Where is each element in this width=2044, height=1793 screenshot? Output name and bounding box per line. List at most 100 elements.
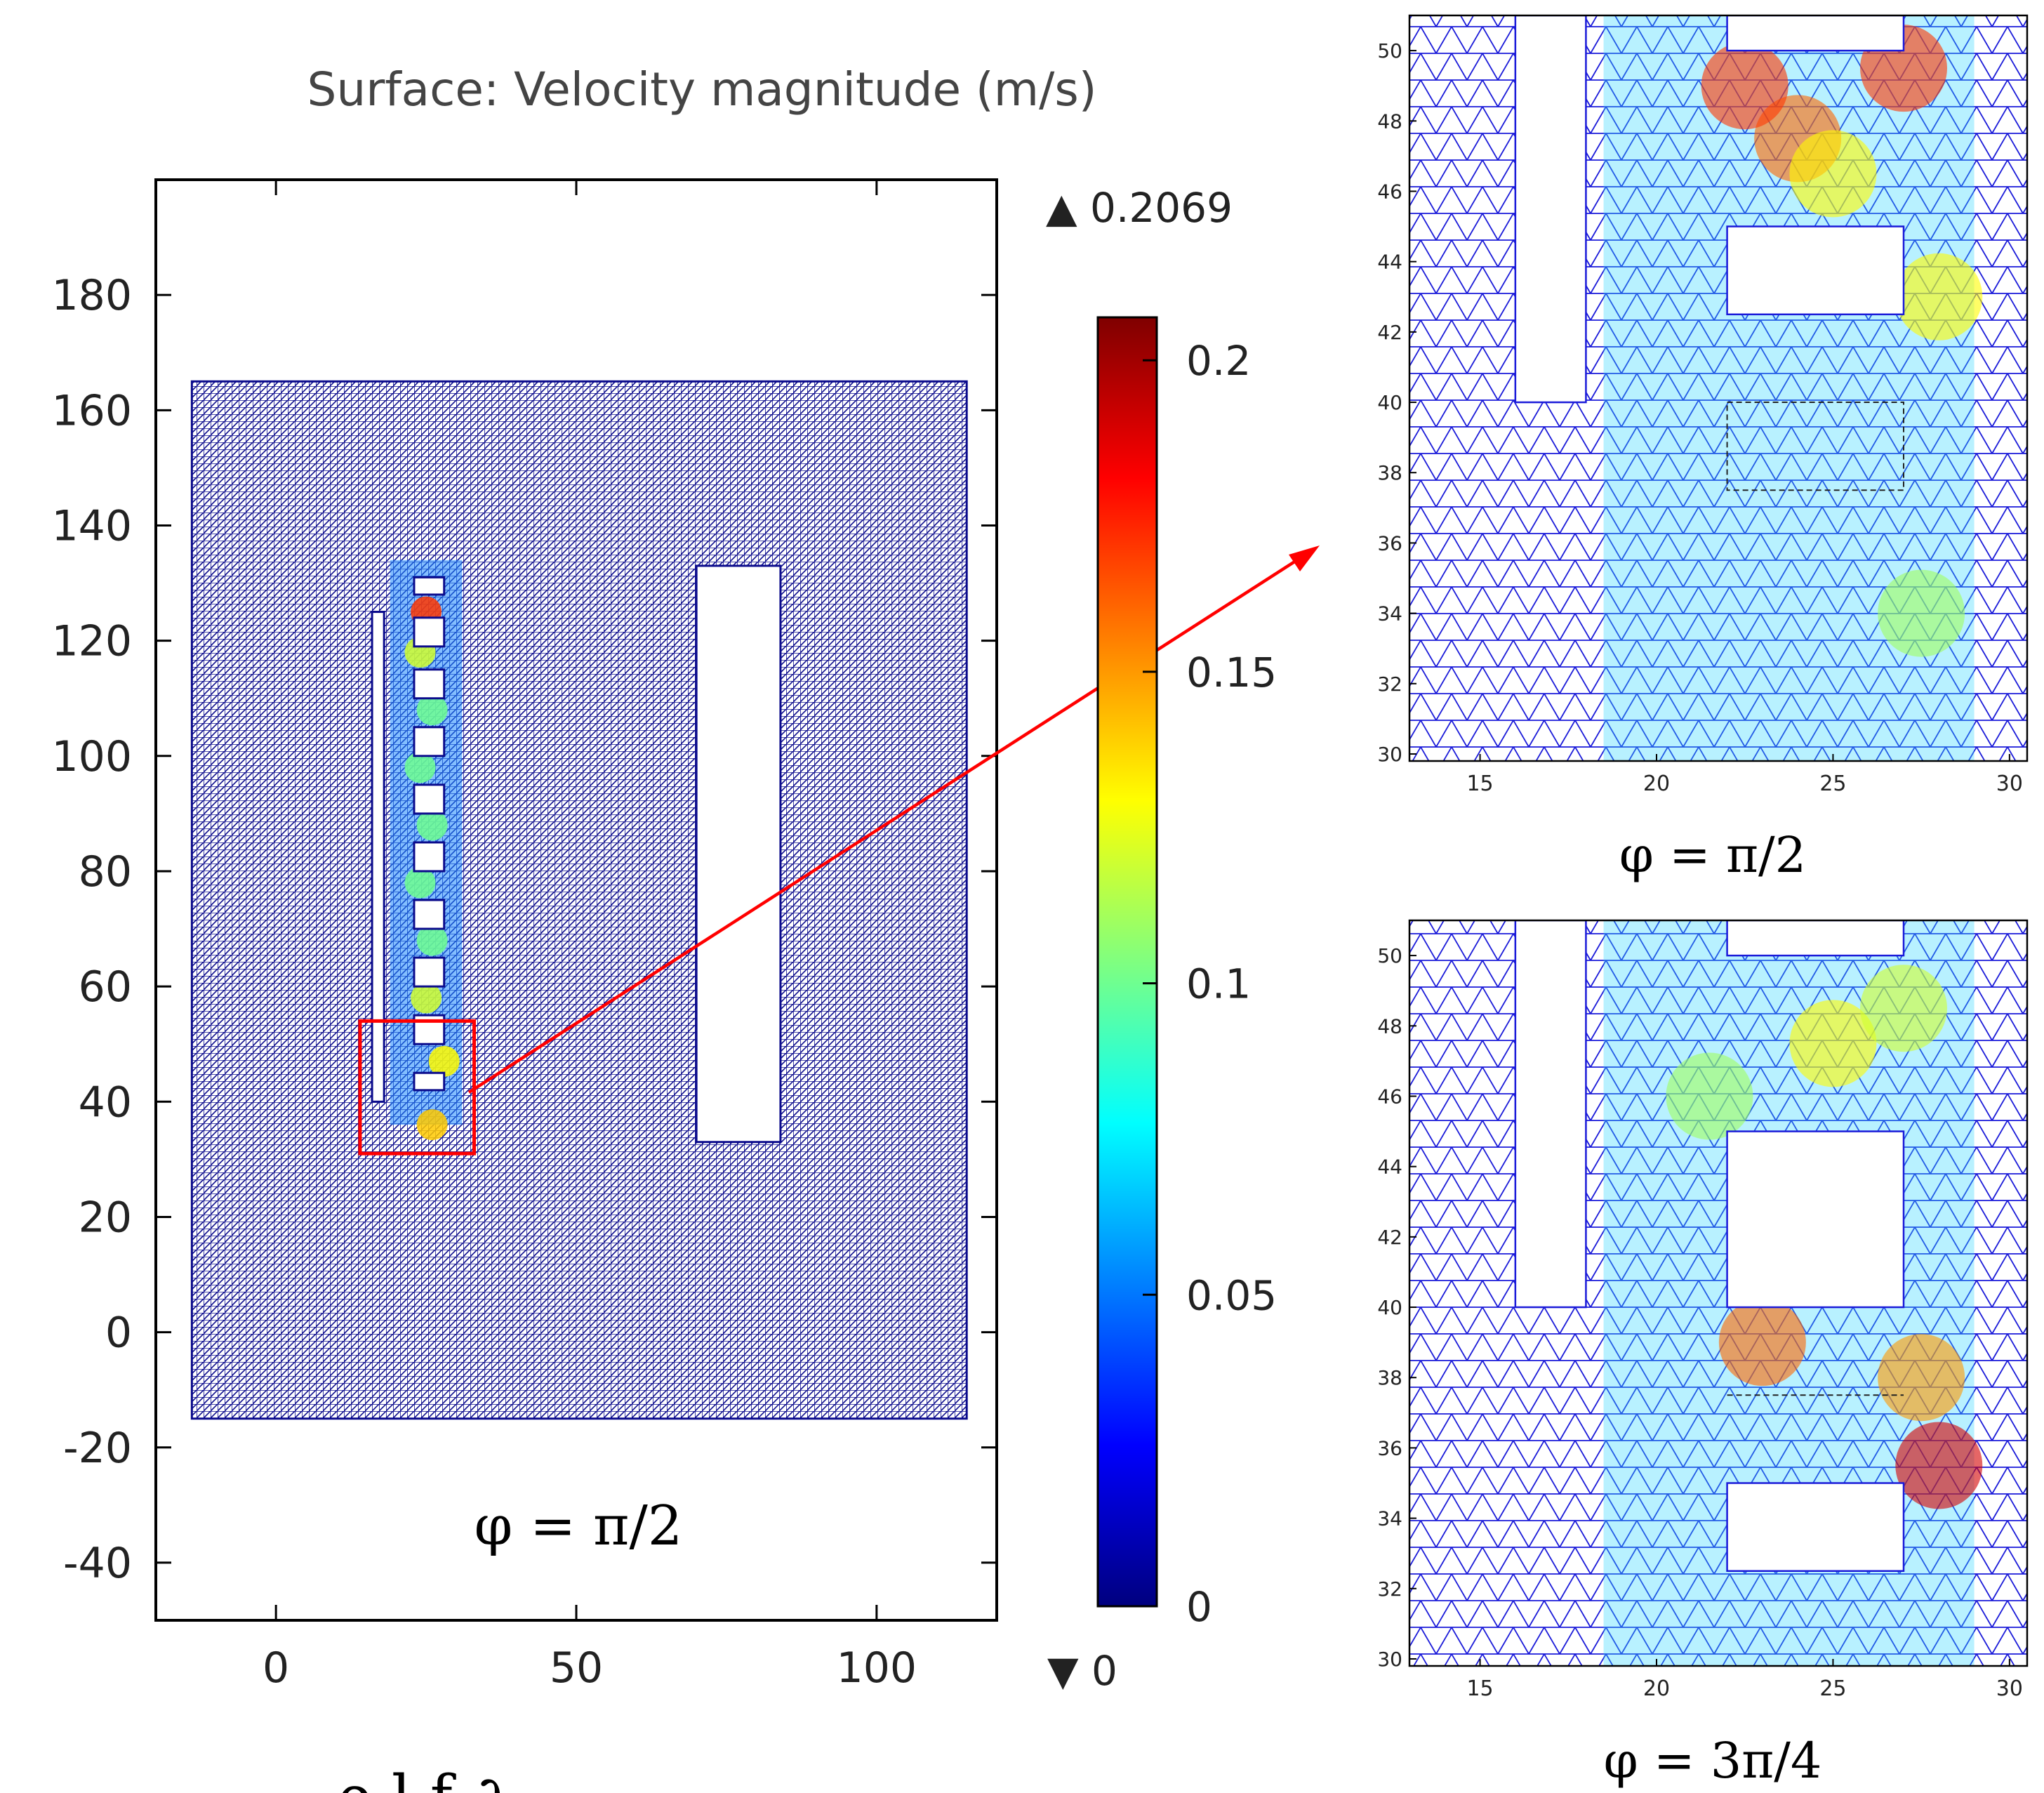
square-obstacle — [1726, 1482, 1905, 1572]
square-obstacle — [1726, 920, 1905, 957]
zoom-top-area — [1409, 15, 2027, 761]
square-obstacle — [1726, 15, 1905, 52]
zoom-top-plot: 15 20 25 30 30 32 34 36 38 40 42 44 46 48 50 φ = π/2 — [1377, 14, 2029, 884]
colorbar-max-label: ▲ 0.2069 — [1046, 184, 1233, 232]
y-tick-label: -20 — [63, 1424, 132, 1473]
velocity-hot-spot — [416, 809, 448, 841]
y-tick-label: 30 — [1377, 743, 1402, 766]
x-tick-label: 25 — [1819, 772, 1846, 796]
velocity-hot-spot — [1666, 1052, 1753, 1140]
y-tick-label: -40 — [63, 1539, 132, 1588]
y-tick-label: 32 — [1377, 673, 1402, 696]
velocity-hot-spot — [404, 752, 436, 783]
y-tick-label: 34 — [1377, 602, 1402, 626]
y-tick-label: 60 — [79, 962, 132, 1012]
y-tick-label: 20 — [79, 1193, 132, 1242]
zoom-top-frame — [1408, 14, 2029, 762]
velocity-hot-spot — [1701, 42, 1788, 130]
x-tick-label: 15 — [1466, 772, 1493, 796]
zoom-top-ticks: 15 20 25 30 30 32 34 36 38 40 42 44 46 48 50 — [1377, 39, 2023, 796]
velocity-hot-spot — [416, 694, 448, 726]
zoom-arrow — [467, 553, 1307, 1094]
y-tick-label: 36 — [1377, 1436, 1402, 1460]
zoom-bottom-area — [1409, 920, 2027, 1666]
y-tick-label: 34 — [1377, 1507, 1402, 1530]
y-tick-label: 80 — [79, 847, 132, 897]
x-tick-label: 30 — [1996, 772, 2023, 796]
domain-hole — [371, 611, 385, 1103]
main-plot: Surface: Velocity magnitude (m/s) 0 50 100… — [51, 62, 1096, 1693]
main-phase-label: φ = π/2 — [474, 1495, 683, 1558]
square-obstacle — [413, 668, 446, 700]
y-tick-label: 40 — [1377, 1296, 1402, 1319]
domain-hole — [695, 564, 782, 1144]
square-obstacle — [1726, 1130, 1905, 1309]
velocity-hot-spot — [1718, 1299, 1806, 1387]
y-tick-label: 42 — [1377, 321, 1402, 344]
velocity-hot-spot — [404, 867, 436, 899]
y-tick-label: 38 — [1377, 461, 1402, 484]
square-obstacle — [413, 956, 446, 988]
square-obstacle — [413, 841, 446, 873]
slot-obstacle — [1514, 920, 1587, 1309]
y-tick-label: 32 — [1377, 1577, 1402, 1601]
velocity-hot-spot — [411, 982, 442, 1014]
velocity-hot-spot — [1878, 1334, 1965, 1422]
x-tick-label: 30 — [1996, 1676, 2023, 1701]
y-tick-label: 100 — [51, 732, 132, 781]
square-obstacle — [413, 576, 446, 596]
y-tick-label: 140 — [51, 501, 132, 550]
y-tick-label: 0 — [105, 1309, 132, 1358]
x-tick-label: 50 — [550, 1643, 603, 1693]
y-tick-label: 30 — [1377, 1648, 1402, 1671]
y-tick-label: 48 — [1377, 1014, 1402, 1038]
square-obstacle — [413, 899, 446, 930]
colorbar-tick-label: 0 — [1186, 1583, 1212, 1631]
velocity-hot-spot — [1789, 130, 1877, 218]
slot-obstacle — [1514, 15, 1587, 404]
x-tick-label: 0 — [263, 1643, 289, 1693]
colorbar: ▲ 0.2069 0 0.05 0.1 0.15 0.2 ▼ 0 — [1046, 184, 1277, 1695]
colorbar-tick-label: 0.2 — [1186, 337, 1251, 385]
zoom-bottom-frame — [1408, 919, 2029, 1667]
zoom-bottom-label: φ = 3π/4 — [1604, 1732, 1822, 1789]
y-tick-label: 44 — [1377, 1156, 1402, 1179]
y-tick-label: 38 — [1377, 1366, 1402, 1389]
x-tick-label: 20 — [1643, 1676, 1670, 1701]
colorbar-ticks: 0 0.05 0.1 0.15 0.2 — [1143, 337, 1277, 1631]
y-tick-label: 40 — [1377, 391, 1402, 414]
square-obstacle — [413, 1071, 446, 1092]
square-obstacle — [413, 783, 446, 815]
y-tick-label: 46 — [1377, 180, 1402, 203]
main-plot-area — [190, 380, 968, 1420]
footer-fragment: ρ l f ∂ — [337, 1763, 503, 1793]
x-tick-label: 100 — [837, 1643, 917, 1693]
square-obstacle — [1726, 225, 1905, 316]
y-tick-label: 50 — [1377, 39, 1402, 62]
x-tick-label: 20 — [1643, 772, 1670, 796]
zoom-top-label: φ = π/2 — [1619, 826, 1806, 884]
x-tick-label: 25 — [1819, 1676, 1846, 1701]
colorbar-tick-label: 0.1 — [1186, 960, 1251, 1008]
y-tick-label: 40 — [79, 1078, 132, 1127]
velocity-hot-spot — [1878, 569, 1965, 657]
colorbar-tick-label: 0.05 — [1186, 1271, 1277, 1319]
mesh-domain — [190, 380, 968, 1420]
zoom-bottom-plot: 15 20 25 30 30 32 34 36 38 40 42 44 46 48 50 φ = 3π/4 — [1377, 919, 2029, 1789]
colorbar-tick-label: 0.15 — [1186, 649, 1277, 696]
velocity-hot-spot — [416, 1109, 448, 1141]
y-tick-label: 46 — [1377, 1085, 1402, 1108]
velocity-hot-spot — [428, 1045, 460, 1077]
y-tick-label: 42 — [1377, 1226, 1402, 1249]
zoom-bottom-ticks: 15 20 25 30 30 32 34 36 38 40 42 44 46 48 50 — [1377, 944, 2023, 1701]
y-tick-label: 36 — [1377, 531, 1402, 555]
zoom-arrow-head — [1289, 545, 1320, 571]
y-tick-label: 50 — [1377, 944, 1402, 967]
square-obstacle — [413, 726, 446, 757]
velocity-hot-spot — [416, 925, 448, 956]
main-plot-title: Surface: Velocity magnitude (m/s) — [307, 62, 1097, 117]
velocity-hot-spot — [1789, 1000, 1877, 1087]
colorbar-gradient — [1096, 316, 1158, 1608]
x-tick-label: 15 — [1466, 1676, 1493, 1701]
